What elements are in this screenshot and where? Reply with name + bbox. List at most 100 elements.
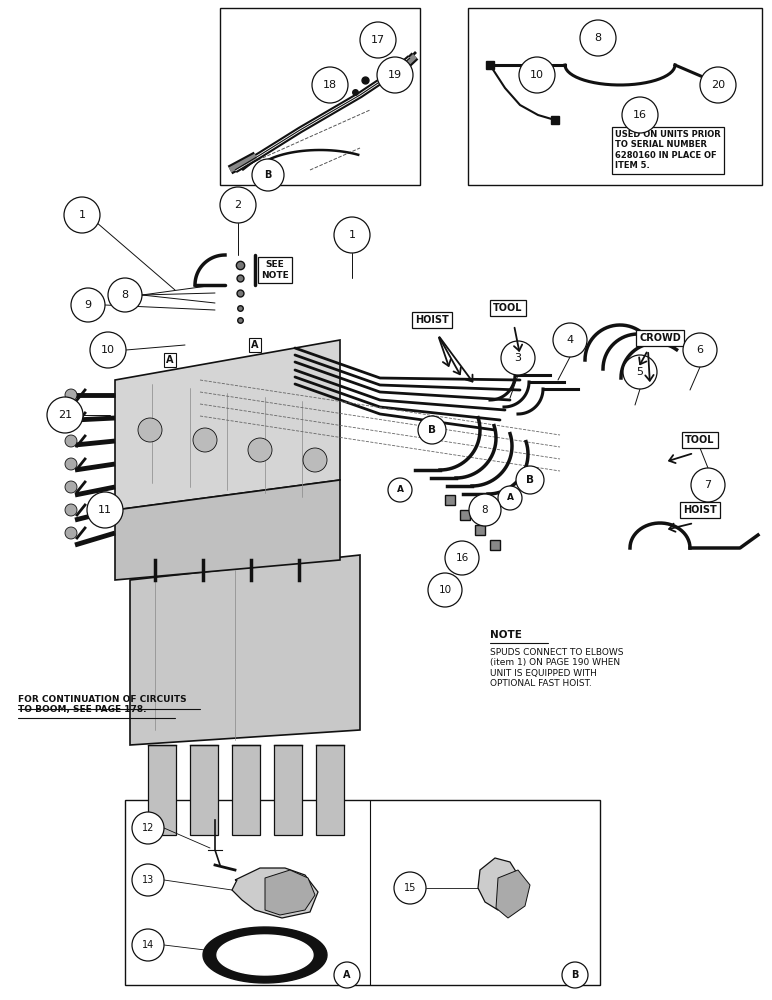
Circle shape [47,397,83,433]
Text: 8: 8 [594,33,601,43]
Circle shape [623,355,657,389]
Circle shape [562,962,588,988]
Text: 4: 4 [567,335,574,345]
Bar [190,745,218,835]
Text: 10: 10 [438,585,452,595]
Polygon shape [115,340,340,510]
Text: A: A [166,355,174,365]
Text: 19: 19 [388,70,402,80]
Text: TOOL: TOOL [493,303,523,313]
Circle shape [683,333,717,367]
Text: 2: 2 [235,200,242,210]
Circle shape [65,481,77,493]
Text: 13: 13 [142,875,154,885]
Text: 9: 9 [84,300,92,310]
Circle shape [65,412,77,424]
Circle shape [65,504,77,516]
Circle shape [65,389,77,401]
Text: 5: 5 [636,367,644,377]
Text: FOR CONTINUATION OF CIRCUITS
TO BOOM, SEE PAGE 178.: FOR CONTINUATION OF CIRCUITS TO BOOM, SE… [18,695,187,714]
Text: 14: 14 [142,940,154,950]
Text: A: A [506,493,513,502]
Text: 16: 16 [633,110,647,120]
Text: 16: 16 [455,553,469,563]
Circle shape [87,492,123,528]
Text: 7: 7 [704,480,712,490]
Text: 8: 8 [482,505,489,515]
Polygon shape [115,480,340,580]
Circle shape [132,812,164,844]
Text: B: B [526,475,534,485]
Circle shape [303,448,327,472]
Circle shape [360,22,396,58]
Circle shape [108,278,142,312]
Polygon shape [232,868,318,918]
Text: 15: 15 [404,883,416,893]
Text: 21: 21 [58,410,72,420]
Circle shape [65,458,77,470]
Text: 11: 11 [98,505,112,515]
Circle shape [65,527,77,539]
Circle shape [138,418,162,442]
Text: 12: 12 [142,823,154,833]
Bar [316,745,344,835]
Text: 10: 10 [530,70,544,80]
Circle shape [132,864,164,896]
Polygon shape [203,927,327,983]
Circle shape [553,323,587,357]
Text: SPUDS CONNECT TO ELBOWS
(item 1) ON PAGE 190 WHEN
UNIT IS EQUIPPED WITH
OPTIONAL: SPUDS CONNECT TO ELBOWS (item 1) ON PAGE… [490,648,624,688]
Polygon shape [130,555,360,745]
Text: 1: 1 [79,210,86,220]
Circle shape [622,97,658,133]
Bar [468,8,762,185]
Text: HOIST: HOIST [683,505,717,515]
Text: A: A [251,340,259,350]
Circle shape [498,486,522,510]
Text: 18: 18 [323,80,337,90]
Circle shape [418,416,446,444]
Text: A: A [344,970,350,980]
Text: B: B [264,170,272,180]
Text: 1: 1 [348,230,355,240]
Text: B: B [571,970,579,980]
Polygon shape [496,870,530,918]
Circle shape [516,466,544,494]
Text: USED ON UNITS PRIOR
TO SERIAL NUMBER
6280160 IN PLACE OF
ITEM 5.: USED ON UNITS PRIOR TO SERIAL NUMBER 628… [615,130,721,170]
Circle shape [65,435,77,447]
Text: SEE
NOTE: SEE NOTE [261,260,289,280]
Polygon shape [478,858,520,910]
Circle shape [428,573,462,607]
Polygon shape [217,935,313,975]
Circle shape [691,468,725,502]
Circle shape [252,159,284,191]
Text: 10: 10 [101,345,115,355]
Circle shape [469,494,501,526]
Circle shape [220,187,256,223]
Circle shape [377,57,413,93]
Text: NOTE: NOTE [490,630,522,640]
Text: B: B [428,425,436,435]
Text: HOIST: HOIST [415,315,449,325]
Circle shape [248,438,272,462]
Text: CROWD: CROWD [639,333,681,343]
Circle shape [312,67,348,103]
Circle shape [334,217,370,253]
Circle shape [394,872,426,904]
Circle shape [388,478,412,502]
Bar [232,745,260,835]
Bar [125,800,600,985]
Bar [274,745,302,835]
Text: TOOL: TOOL [686,435,715,445]
Circle shape [71,288,105,322]
Circle shape [580,20,616,56]
Bar [220,8,420,185]
Text: 20: 20 [711,80,725,90]
Circle shape [90,332,126,368]
Circle shape [193,428,217,452]
Circle shape [64,197,100,233]
Text: 17: 17 [371,35,385,45]
Circle shape [334,962,360,988]
Circle shape [519,57,555,93]
Circle shape [700,67,736,103]
Polygon shape [265,870,315,915]
